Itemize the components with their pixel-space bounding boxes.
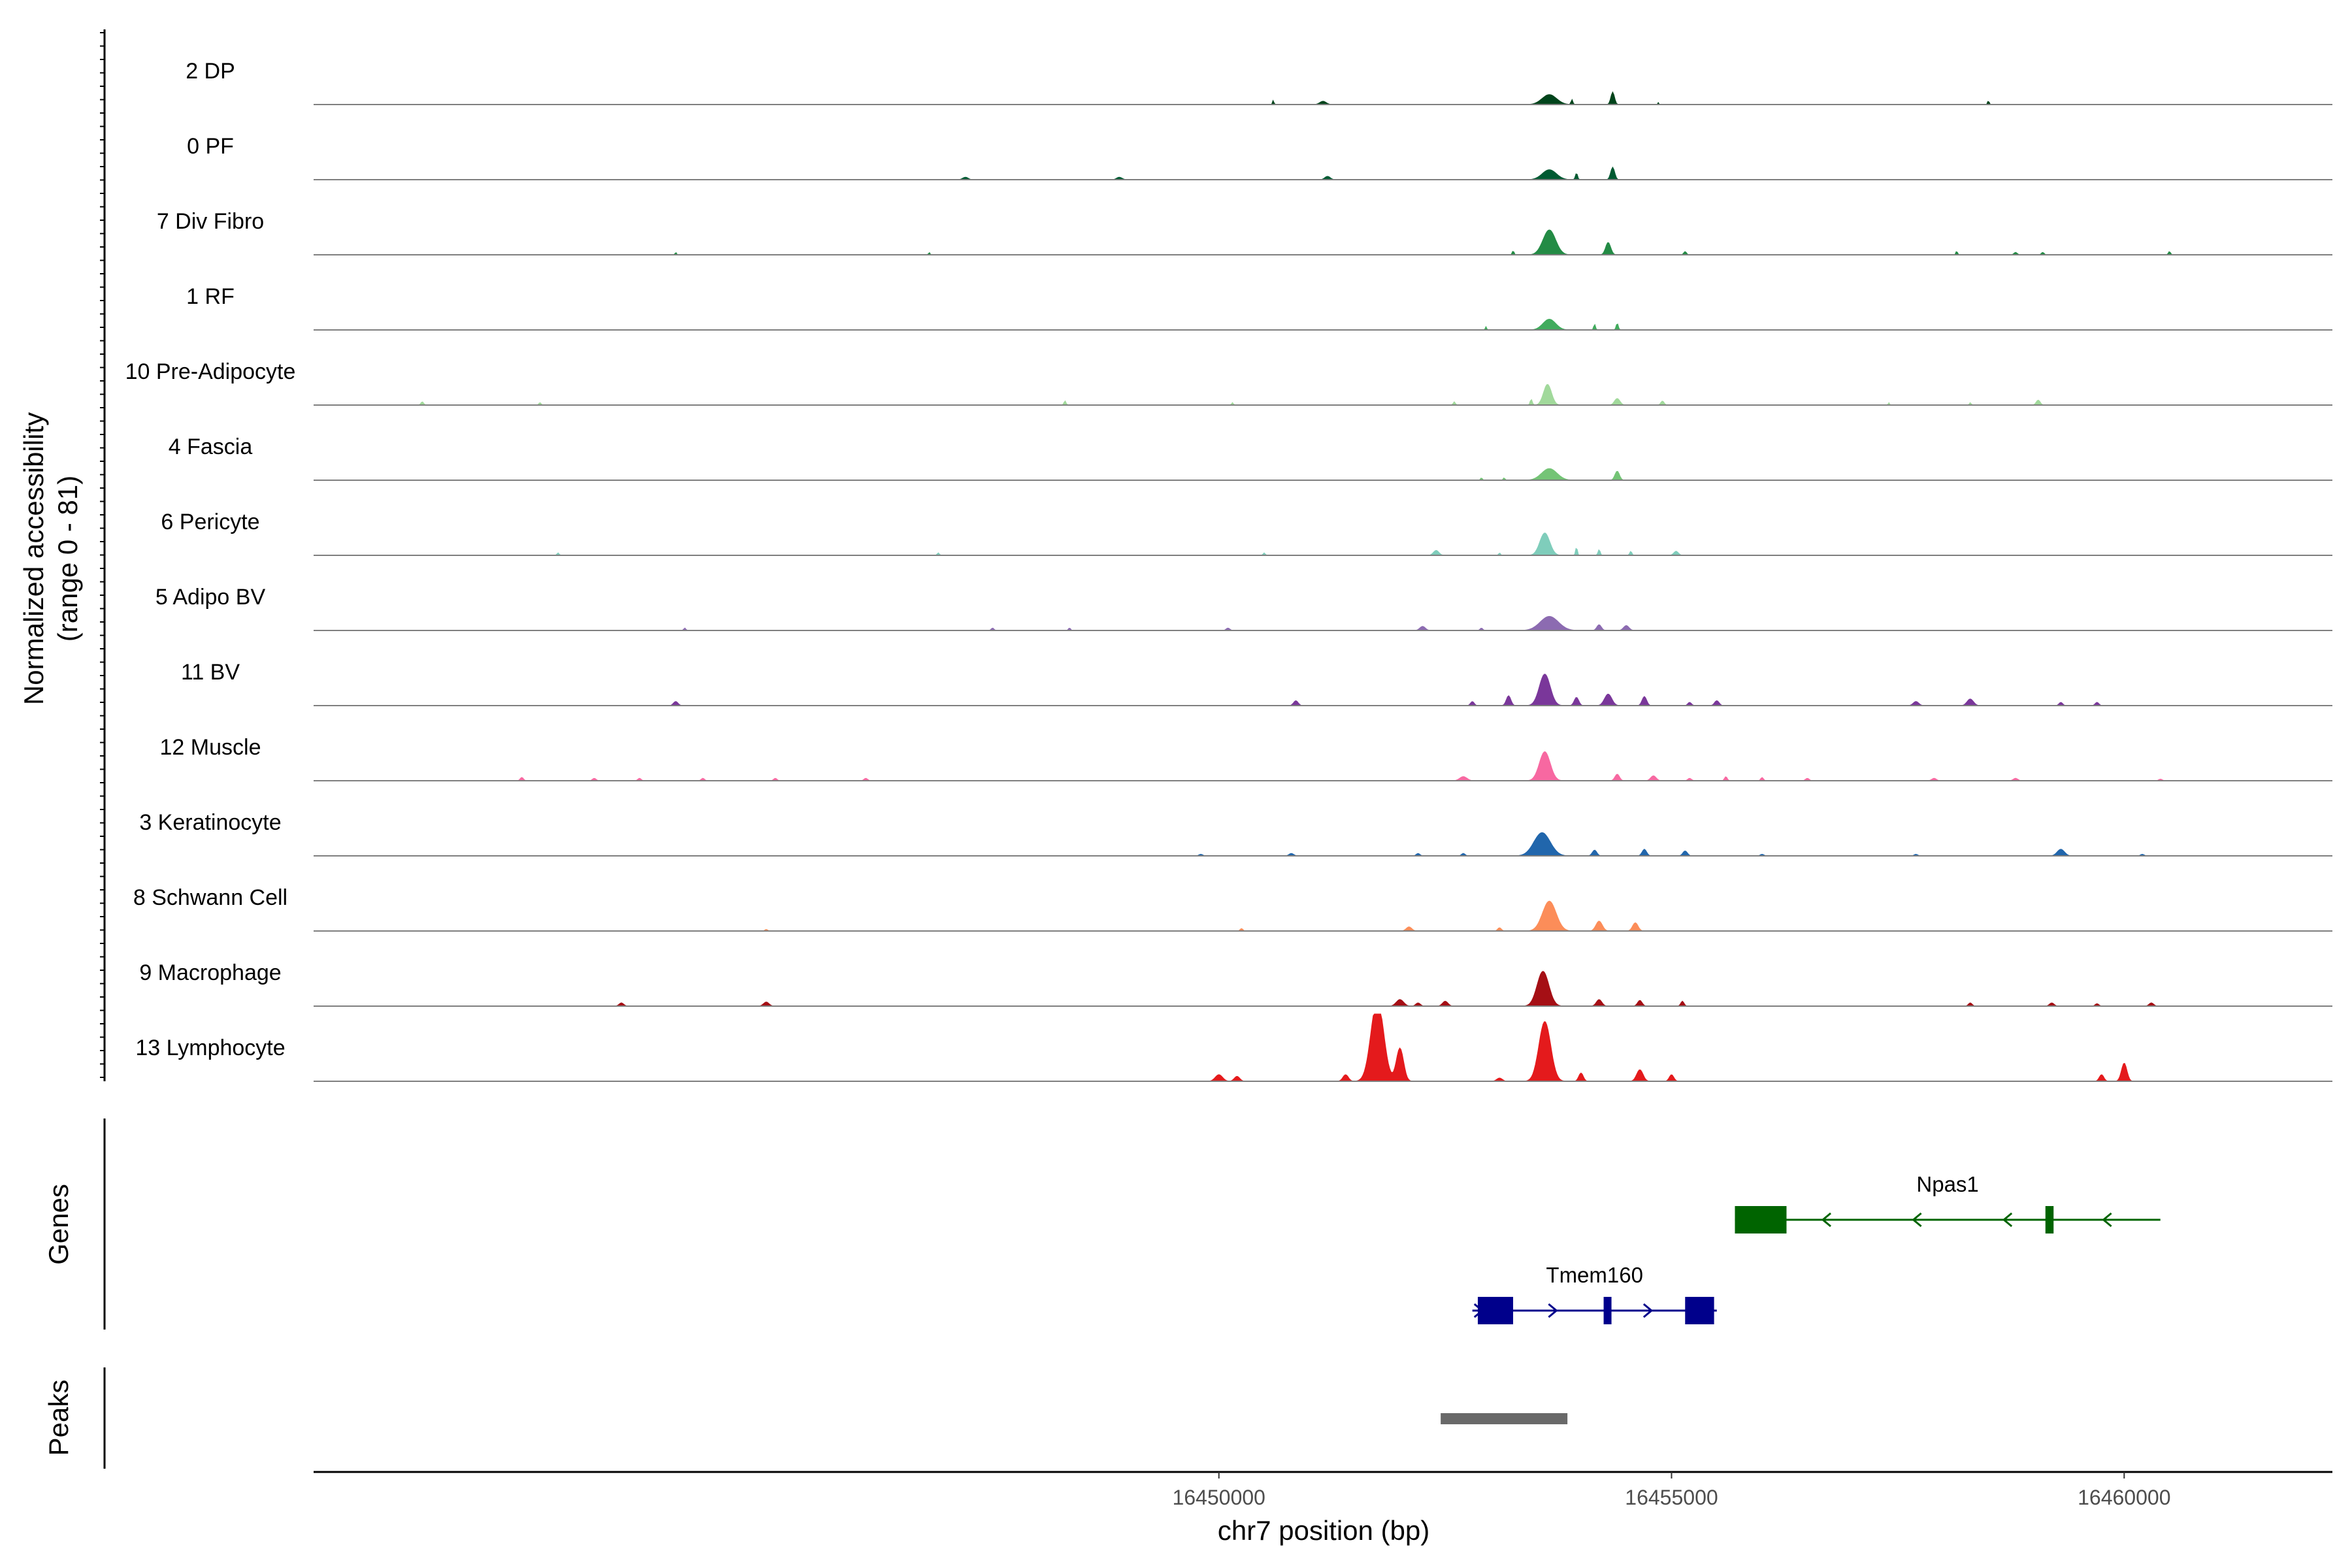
coverage-y-axis xyxy=(100,29,106,1081)
track-label: 0 PF xyxy=(187,134,234,159)
track-label: 8 Schwann Cell xyxy=(133,885,287,910)
track-10: 3 Keratinocyte xyxy=(139,810,2332,857)
strand-arrow xyxy=(2002,1212,2013,1228)
track-8: 11 BV xyxy=(181,660,2332,706)
track-7: 5 Adipo BV xyxy=(155,585,2332,631)
track-13: 13 Lymphocyte xyxy=(135,1013,2332,1082)
gene-exon xyxy=(1685,1297,1714,1324)
strand-arrow xyxy=(2102,1212,2112,1228)
x-tick-label: 16450000 xyxy=(1172,1486,1265,1509)
strand-arrow xyxy=(1642,1303,1654,1318)
gene-models: Npas1 Tmem160 xyxy=(1472,1172,2161,1324)
x-tick-label: 16455000 xyxy=(1625,1486,1718,1509)
track-label: 11 BV xyxy=(181,660,240,685)
peaks-panel: Peaks xyxy=(43,1367,1568,1469)
x-axis-label: chr7 position (bp) xyxy=(1218,1515,1430,1546)
peak-regions xyxy=(1441,1413,1568,1424)
track-label: 4 Fascia xyxy=(169,434,253,459)
track-label: 5 Adipo BV xyxy=(155,585,266,610)
track-label: 3 Keratinocyte xyxy=(139,810,281,835)
strand-arrow xyxy=(1473,1303,1484,1318)
gene-label: Npas1 xyxy=(1916,1172,1978,1196)
gene-exon xyxy=(1603,1297,1612,1324)
peak-region xyxy=(1441,1413,1568,1424)
track-label: 9 Macrophage xyxy=(139,960,281,985)
genes-panel: Genes Npas1 Tmem160 xyxy=(43,1119,2161,1330)
track-label: 12 Muscle xyxy=(160,735,261,760)
y-axis-title: Normalized accessibility (range 0 - 81) xyxy=(18,412,83,705)
track-11: 8 Schwann Cell xyxy=(133,885,2332,932)
gene-tmem160: Tmem160 xyxy=(1472,1263,1717,1324)
coverage-tracks: 2 DP 0 PF 7 Div Fibro 1 RF 10 Pre-Adipocyte 4… xyxy=(125,59,2332,1082)
genes-track-label: Genes xyxy=(43,1184,74,1265)
track-1: 0 PF xyxy=(187,134,2332,180)
strand-arrow xyxy=(1548,1303,1558,1318)
y-axis-label: Normalized accessibility xyxy=(18,412,49,705)
track-5: 4 Fascia xyxy=(169,434,2332,481)
x-axis-ticks: 16450000 16455000 16460000 xyxy=(1172,1472,2170,1509)
track-4: 10 Pre-Adipocyte xyxy=(125,359,2332,406)
track-label: 2 DP xyxy=(186,59,235,84)
track-label: 1 RF xyxy=(186,284,235,309)
track-2: 7 Div Fibro xyxy=(157,209,2332,255)
track-6: 6 Pericyte xyxy=(161,510,2332,556)
track-12: 9 Macrophage xyxy=(139,960,2332,1007)
peaks-track-label: Peaks xyxy=(43,1380,74,1456)
track-0: 2 DP xyxy=(186,59,2332,105)
gene-npas1: Npas1 xyxy=(1735,1172,2161,1233)
x-axis: 16450000 16455000 16460000 chr7 position (… xyxy=(314,1471,2332,1546)
y-axis-range-label: (range 0 - 81) xyxy=(52,476,83,642)
track-label: 7 Div Fibro xyxy=(157,209,264,234)
gene-exon xyxy=(2045,1206,2054,1233)
track-label: 10 Pre-Adipocyte xyxy=(125,359,296,384)
x-tick-label: 16460000 xyxy=(2078,1486,2170,1509)
gene-exon xyxy=(1735,1206,1787,1233)
strand-arrow xyxy=(1821,1212,1832,1228)
gene-label: Tmem160 xyxy=(1546,1263,1643,1287)
track-label: 6 Pericyte xyxy=(161,510,259,534)
track-9: 12 Muscle xyxy=(160,735,2332,781)
track-label: 13 Lymphocyte xyxy=(135,1036,285,1060)
track-3: 1 RF xyxy=(186,284,2332,331)
strand-arrow xyxy=(1912,1212,1922,1228)
